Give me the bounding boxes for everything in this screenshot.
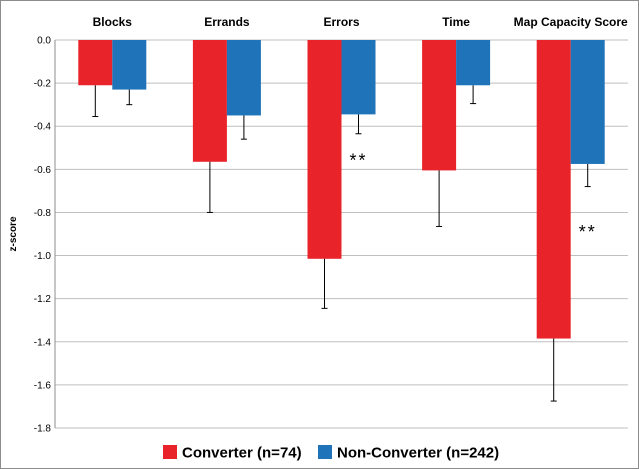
y-tick-label: -1.2 — [34, 294, 52, 305]
significance-marker: ** — [349, 151, 367, 171]
bar-converter — [78, 40, 113, 86]
bar-non-converter — [341, 40, 376, 115]
y-tick-label: -0.4 — [34, 122, 52, 133]
legend-label-non-converter: Non-Converter (n=242) — [337, 445, 499, 462]
y-tick-label: -0.8 — [34, 208, 52, 219]
category-label: Errors — [323, 15, 359, 29]
bar-converter — [192, 40, 227, 162]
category-label: Blocks — [93, 15, 133, 29]
bar-non-converter — [456, 40, 491, 86]
y-tick-label: -0.2 — [34, 79, 52, 90]
y-tick-label: 0.0 — [37, 36, 51, 47]
y-tick-label: -1.8 — [34, 424, 52, 435]
y-tick-label: -1.6 — [34, 380, 52, 391]
bar-converter — [422, 40, 457, 171]
bar-non-converter — [570, 40, 605, 164]
bar-non-converter — [112, 40, 147, 90]
y-tick-label: -1.4 — [34, 337, 52, 348]
y-tick-label: -0.6 — [34, 165, 52, 176]
y-axis-label: z-score — [8, 216, 19, 251]
bar-converter — [307, 40, 342, 259]
category-label: Map Capacity Score — [514, 15, 628, 29]
legend-swatch-converter — [163, 445, 177, 459]
category-label: Time — [442, 15, 470, 29]
legend-swatch-non-converter — [318, 445, 332, 459]
y-tick-label: -1.0 — [34, 251, 52, 262]
bar-non-converter — [226, 40, 261, 116]
category-label: Errands — [204, 15, 250, 29]
significance-marker: ** — [579, 222, 597, 242]
legend-label-converter: Converter (n=74) — [182, 445, 302, 462]
bar-converter — [536, 40, 571, 339]
